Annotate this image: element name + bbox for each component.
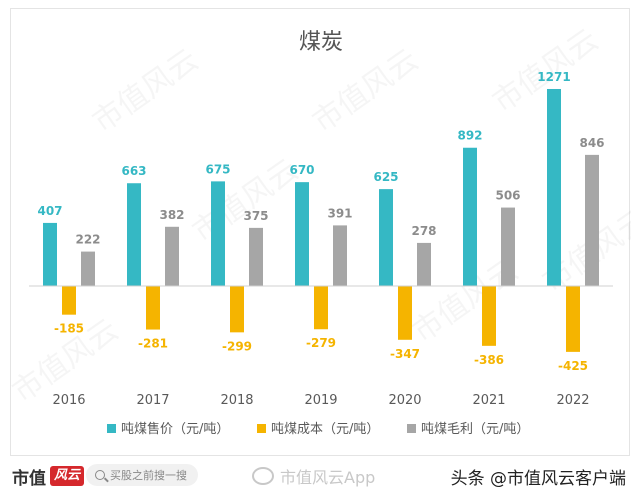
data-label-2018-s2: 375	[243, 209, 268, 223]
data-label-2019-s1: -279	[306, 336, 336, 350]
data-label-2016-s0: 407	[37, 204, 62, 218]
data-label-2021-s1: -386	[474, 353, 504, 367]
data-label-2019-s0: 670	[289, 163, 314, 177]
bar-2018-s2	[249, 227, 263, 286]
legend-swatch-s2	[407, 424, 416, 433]
weibo-watermark: 市值风云App	[252, 464, 375, 488]
data-label-2018-s0: 675	[205, 162, 230, 176]
bar-2019-s1	[314, 286, 328, 330]
bar-2016-s0	[43, 222, 57, 286]
x-tick-2020: 2020	[388, 393, 421, 408]
data-label-2021-s0: 892	[457, 129, 482, 143]
data-label-2016-s1: -185	[54, 322, 84, 336]
headline-attribution: 头条 @市值风云客户端	[451, 462, 626, 490]
bar-2016-s2	[81, 251, 95, 286]
bar-2017-s2	[165, 226, 179, 286]
legend-label-s1: 吨煤成本（元/吨）	[271, 422, 379, 437]
bar-2018-s1	[230, 286, 244, 333]
data-label-2016-s2: 222	[75, 233, 100, 247]
search-box[interactable]: 买股之前搜一搜	[86, 464, 198, 486]
bar-2020-s1	[398, 286, 412, 340]
data-label-2022-s1: -425	[558, 359, 588, 373]
bar-2018-s0	[211, 181, 225, 286]
watermark-text: 市值风云	[86, 42, 204, 139]
data-label-2020-s1: -347	[390, 347, 420, 361]
x-tick-2018: 2018	[220, 393, 253, 408]
data-label-2022-s0: 1271	[537, 70, 570, 84]
bar-2022-s1	[566, 286, 580, 352]
bar-2020-s0	[379, 189, 393, 286]
data-label-2017-s2: 382	[159, 208, 184, 222]
bar-2020-s2	[417, 242, 431, 286]
data-label-2020-s2: 278	[411, 224, 436, 238]
data-label-2019-s2: 391	[327, 206, 352, 220]
search-icon	[95, 470, 105, 480]
watermark-text: 市值风云	[186, 152, 304, 249]
legend-label-s2: 吨煤毛利（元/吨）	[421, 422, 529, 437]
legend-swatch-s0	[107, 424, 116, 433]
bar-2016-s1	[62, 286, 76, 315]
footer-bar: 市值 风云 买股之前搜一搜 市值风云App 头条 @市值风云客户端	[0, 458, 640, 494]
chart-title: 煤炭	[299, 30, 343, 55]
weibo-text: 市值风云App	[280, 468, 376, 487]
brand-logo: 市值 风云	[12, 464, 85, 489]
x-tick-2019: 2019	[304, 393, 337, 408]
bar-2017-s0	[127, 183, 141, 286]
bar-2021-s2	[501, 207, 515, 286]
bar-2022-s0	[547, 88, 561, 287]
headline-text: 头条 @市值风云客户端	[450, 468, 626, 489]
legend-label-s0: 吨煤售价（元/吨）	[121, 421, 229, 437]
weibo-icon	[252, 467, 274, 485]
bar-2017-s1	[146, 286, 160, 330]
bar-2019-s2	[333, 225, 347, 286]
x-tick-2017: 2017	[136, 393, 169, 408]
bar-2022-s2	[585, 154, 599, 286]
x-tick-2021: 2021	[472, 393, 505, 408]
brand-name: 市值	[12, 468, 46, 489]
search-placeholder: 买股之前搜一搜	[110, 469, 187, 482]
bar-2021-s0	[463, 147, 477, 286]
chart-card: 市值风云 市值风云 市值风云 市值风云 市值风云 市值风云 市值风云 煤炭 407 -185 2…	[10, 8, 631, 456]
data-label-2022-s2: 846	[579, 136, 604, 150]
watermark-text: 市值风云	[306, 42, 424, 139]
bar-2021-s1	[482, 286, 496, 346]
x-tick-2022: 2022	[556, 393, 589, 408]
legend-swatch-s1	[257, 424, 266, 433]
data-label-2017-s1: -281	[138, 337, 168, 351]
data-label-2020-s0: 625	[373, 170, 398, 184]
bar-2019-s0	[295, 182, 309, 286]
data-label-2017-s0: 663	[121, 164, 146, 178]
x-tick-2016: 2016	[52, 393, 85, 408]
data-label-2018-s1: -299	[222, 339, 252, 353]
brand-logo-badge: 风云	[50, 466, 85, 486]
data-label-2021-s2: 506	[495, 189, 520, 203]
